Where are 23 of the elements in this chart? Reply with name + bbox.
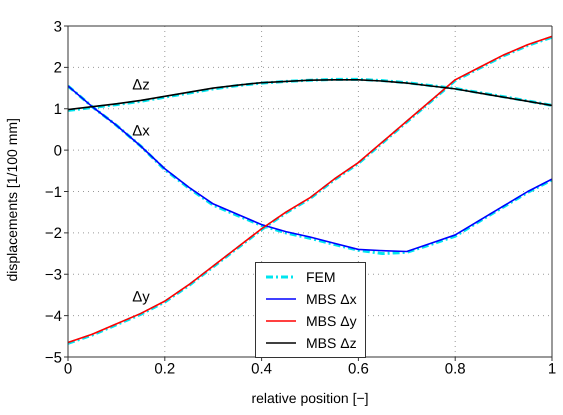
legend-label: FEM: [306, 269, 336, 285]
y-tick-label: −2: [44, 225, 62, 242]
annotation: Δy: [132, 288, 150, 306]
y-tick-label: −3: [44, 266, 62, 284]
y-tick-label: −1: [44, 184, 62, 201]
x-axis-title: relative position [−]: [251, 390, 369, 406]
annotation: Δz: [132, 76, 150, 94]
x-tick-label: 0.4: [251, 360, 272, 378]
x-tick-label: 0.8: [444, 360, 466, 378]
y-tick-label: 1: [54, 101, 62, 118]
x-tick-label: 1: [548, 360, 556, 378]
legend-label: MBS Δz: [306, 335, 357, 351]
x-tick-label: 0.2: [154, 360, 176, 378]
annotation: Δx: [132, 122, 150, 140]
y-tick-label: 3: [54, 18, 62, 36]
legend-label: MBS Δy: [306, 313, 357, 329]
x-tick-label: 0.6: [348, 360, 369, 378]
y-tick-label: 0: [54, 142, 62, 160]
y-tick-label: 2: [54, 60, 62, 77]
y-tick-label: −5: [44, 349, 62, 366]
legend-label: MBS Δx: [306, 291, 357, 307]
y-axis-title: displacements [1/100 mm]: [4, 118, 20, 282]
y-tick-label: −4: [44, 308, 62, 325]
